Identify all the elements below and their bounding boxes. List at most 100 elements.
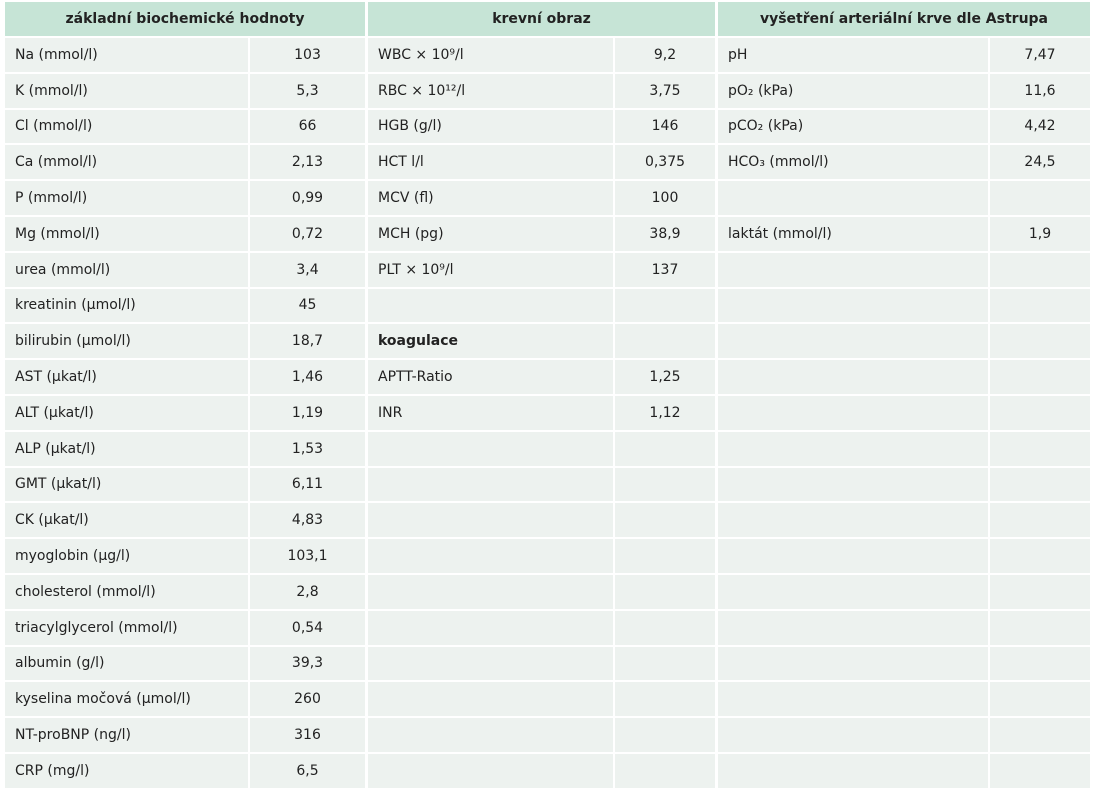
row-value: 7,47 [990,38,1090,72]
row-label: myoglobin (µg/l) [5,539,248,573]
row-label: Na (mmol/l) [5,38,248,72]
row-value: 24,5 [990,145,1090,180]
row-value [615,682,715,717]
row-value: 3,75 [615,73,715,108]
row-value: 5,3 [250,73,365,108]
row-value [990,682,1090,717]
row-value [990,467,1090,502]
row-value: 100 [615,181,715,215]
row-value [990,324,1090,359]
row-value: 4,42 [990,109,1090,144]
row-label: kyselina močová (µmol/l) [5,682,248,717]
row-value: 103 [250,38,365,72]
row-value [990,503,1090,538]
row-value: 146 [615,109,715,144]
row-label: APTT-Ratio [368,360,613,394]
row-value [615,503,715,538]
row-label [368,288,613,323]
row-value: 137 [615,252,715,287]
row-label [718,539,988,573]
row-label: INR [368,396,613,430]
row-value [990,754,1090,788]
row-label [718,718,988,752]
row-value: 1,19 [250,396,365,430]
row-label: cholesterol (mmol/l) [5,575,248,609]
row-value: 6,11 [250,467,365,502]
row-label [718,252,988,287]
row-value [615,288,715,323]
row-label [718,288,988,323]
row-label: ALT (µkat/l) [5,396,248,430]
row-label: GMT (µkat/l) [5,467,248,502]
row-value: 2,13 [250,145,365,180]
row-label: RBC × 10¹²/l [368,73,613,108]
row-label: AST (µkat/l) [5,360,248,394]
row-value: 39,3 [250,646,365,681]
row-value [615,575,715,609]
row-value [990,252,1090,287]
row-value: 0,375 [615,145,715,180]
row-label [718,575,988,609]
column-header: vyšetření arteriální krve dle Astrupa [718,2,1090,36]
row-value: 1,9 [990,217,1090,251]
row-value: 3,4 [250,252,365,287]
column-header: základní biochemické hodnoty [5,2,365,36]
row-label [368,646,613,681]
column-header: krevní obraz [368,2,715,36]
row-value [615,646,715,681]
row-label: HCT l/l [368,145,613,180]
row-value: 103,1 [250,539,365,573]
row-label: pCO₂ (kPa) [718,109,988,144]
row-label [718,396,988,430]
row-value: 0,72 [250,217,365,251]
row-label: albumin (g/l) [5,646,248,681]
row-label [368,682,613,717]
row-label: urea (mmol/l) [5,252,248,287]
row-label [718,431,988,466]
row-value [990,539,1090,573]
row-value [990,646,1090,681]
row-value [615,718,715,752]
row-label [718,610,988,645]
row-value: 66 [250,109,365,144]
row-label [718,467,988,502]
row-label [368,754,613,788]
row-label: bilirubin (µmol/l) [5,324,248,359]
row-label [368,575,613,609]
row-value: 2,8 [250,575,365,609]
row-label [718,181,988,215]
row-label [368,467,613,502]
row-value [990,431,1090,466]
row-label: HCO₃ (mmol/l) [718,145,988,180]
row-label: P (mmol/l) [5,181,248,215]
row-value: 45 [250,288,365,323]
row-label: pH [718,38,988,72]
row-label [368,431,613,466]
row-label: koagulace [368,324,613,359]
row-value: 1,53 [250,431,365,466]
row-value: 1,46 [250,360,365,394]
row-label: MCV (fl) [368,181,613,215]
row-label: K (mmol/l) [5,73,248,108]
row-label [368,610,613,645]
row-label: ALP (µkat/l) [5,431,248,466]
row-label [368,539,613,573]
row-value [615,539,715,573]
row-value: 0,99 [250,181,365,215]
row-label [718,360,988,394]
row-value: 4,83 [250,503,365,538]
row-value [615,324,715,359]
row-label: MCH (pg) [368,217,613,251]
row-value [990,181,1090,215]
row-label [718,646,988,681]
row-value [990,718,1090,752]
row-label [368,718,613,752]
row-label: laktát (mmol/l) [718,217,988,251]
row-value [990,360,1090,394]
row-value [615,467,715,502]
row-label: NT-proBNP (ng/l) [5,718,248,752]
row-label [368,503,613,538]
row-value: 316 [250,718,365,752]
row-value [615,431,715,466]
